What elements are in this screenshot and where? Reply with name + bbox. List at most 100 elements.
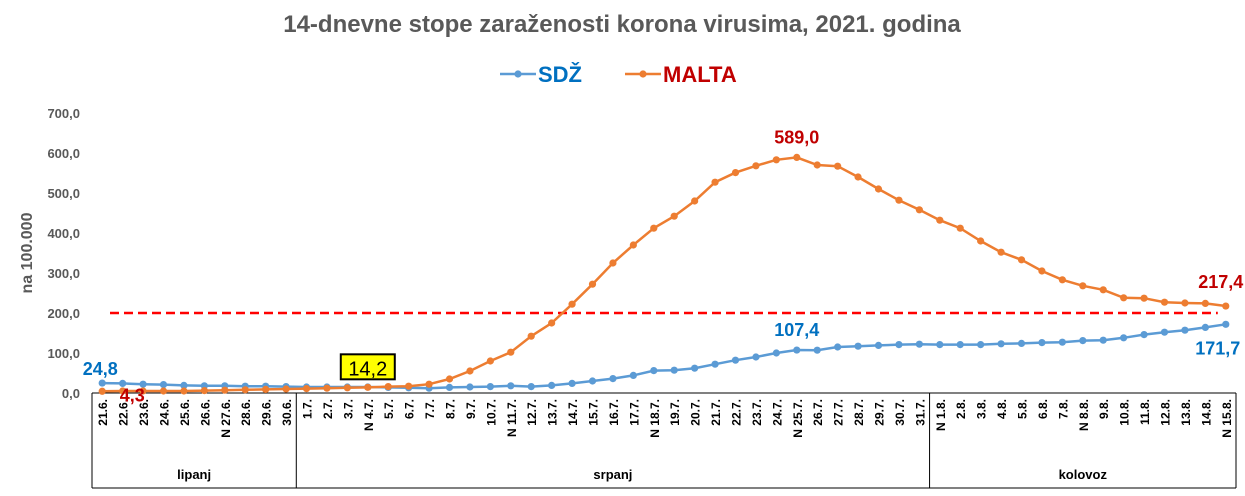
legend-marker — [639, 70, 647, 78]
data-point — [466, 383, 474, 391]
x-tick-label: N 25.7. — [791, 399, 805, 438]
x-tick-label: 30.7. — [893, 399, 907, 426]
x-tick-label: 22.6. — [117, 399, 131, 426]
data-point — [691, 197, 699, 205]
data-point — [670, 212, 678, 220]
x-tick-label: 21.6. — [96, 399, 110, 426]
x-tick-label: N 15.8. — [1220, 399, 1234, 438]
data-point — [527, 332, 535, 340]
data-point — [609, 375, 617, 383]
data-point — [813, 161, 821, 169]
data-point — [772, 156, 780, 164]
data-point — [854, 173, 862, 181]
data-point — [711, 178, 719, 186]
x-tick-label: 2.8. — [954, 399, 968, 419]
data-point — [650, 367, 658, 375]
data-label: 171,7 — [1195, 338, 1240, 358]
highlight-box — [339, 353, 396, 381]
data-point — [711, 360, 719, 368]
x-tick-label: N 11.7. — [505, 399, 519, 437]
data-point — [1140, 294, 1148, 302]
data-point — [1181, 326, 1189, 334]
x-tick-label: 15.7. — [587, 399, 601, 426]
x-tick-label: 9.8. — [1097, 399, 1111, 419]
x-tick-label: 31.7. — [913, 399, 927, 426]
x-tick-label: 28.7. — [852, 399, 866, 426]
data-point — [1201, 323, 1209, 331]
data-point — [691, 364, 699, 372]
data-point — [772, 349, 780, 357]
data-point — [1160, 328, 1169, 336]
data-point — [874, 341, 883, 349]
data-point — [1201, 299, 1209, 307]
data-point — [854, 342, 862, 350]
data-point — [629, 241, 637, 249]
data-point — [1038, 339, 1046, 347]
x-tick-label: 2.7. — [321, 399, 335, 419]
x-tick-label: N 8.8. — [1077, 399, 1091, 431]
legend-label: MALTA — [663, 62, 737, 87]
data-point — [997, 248, 1005, 256]
x-tick-label: 10.8. — [1118, 399, 1132, 426]
data-point — [609, 259, 617, 267]
data-point — [1140, 331, 1148, 339]
y-axis: 0,0 100,0 200,0 300,0 400,0 500,0 600,0 700,0 — [47, 106, 80, 401]
data-point — [629, 371, 637, 379]
data-point — [813, 346, 821, 354]
data-point — [119, 387, 127, 395]
x-tick-label: 29.6. — [260, 399, 274, 426]
chart-title: 14-dnevne stope zaraženosti korona virus… — [283, 11, 961, 38]
data-point — [895, 196, 903, 204]
data-point — [425, 380, 433, 388]
x-tick-label: 29.7. — [873, 399, 887, 426]
data-point — [548, 319, 556, 327]
data-point — [915, 206, 923, 214]
series-line — [102, 156, 1226, 393]
x-tick-label: 27.7. — [832, 399, 846, 426]
x-tick-label: N 18.7. — [648, 399, 662, 438]
data-point — [323, 384, 331, 392]
data-point — [1222, 320, 1230, 328]
data-point — [1017, 256, 1026, 264]
data-point — [1181, 299, 1189, 307]
x-tick-label: 19.7. — [668, 399, 682, 426]
y-tick-label: 400,0 — [47, 226, 80, 241]
data-point — [221, 386, 229, 394]
x-tick-label: 23.7. — [750, 399, 764, 426]
data-point — [282, 385, 290, 393]
x-tick-label: 14.8. — [1199, 399, 1213, 426]
data-point — [384, 383, 392, 391]
data-point — [834, 162, 842, 170]
x-tick-label: 25.6. — [178, 399, 192, 426]
x-tick-label: 22.7. — [730, 399, 744, 426]
data-point — [139, 380, 147, 388]
x-tick-label: 10.7. — [484, 399, 498, 426]
data-point — [548, 381, 556, 389]
month-label: lipanj — [177, 467, 211, 482]
data-point — [262, 385, 270, 393]
data-point — [752, 162, 760, 170]
x-tick-label: 1.7. — [301, 399, 315, 419]
x-tick-label: 20.7. — [689, 399, 703, 426]
data-point — [936, 341, 944, 349]
x-tick-label: 16.7. — [607, 399, 621, 426]
data-point — [977, 237, 985, 245]
x-tick-label: 28.6. — [239, 399, 253, 426]
x-tick-label: 8.7. — [444, 399, 458, 419]
data-point — [200, 387, 208, 395]
series-line — [102, 323, 1226, 390]
x-tick-label: 17.7. — [627, 399, 641, 426]
x-tick-label: 12.7. — [525, 399, 539, 426]
month-label: kolovoz — [1059, 467, 1108, 482]
y-tick-label: 500,0 — [47, 186, 80, 201]
data-point — [588, 280, 597, 288]
data-point — [507, 382, 515, 390]
x-tick-label: 24.6. — [158, 399, 172, 426]
data-point — [302, 385, 311, 393]
x-tick-label: 5.7. — [382, 399, 396, 419]
x-tick-label: 23.6. — [137, 399, 151, 426]
data-point — [1038, 267, 1046, 275]
data-point — [466, 367, 474, 375]
data-point — [1058, 276, 1066, 284]
x-tick-label: 26.6. — [198, 399, 212, 426]
